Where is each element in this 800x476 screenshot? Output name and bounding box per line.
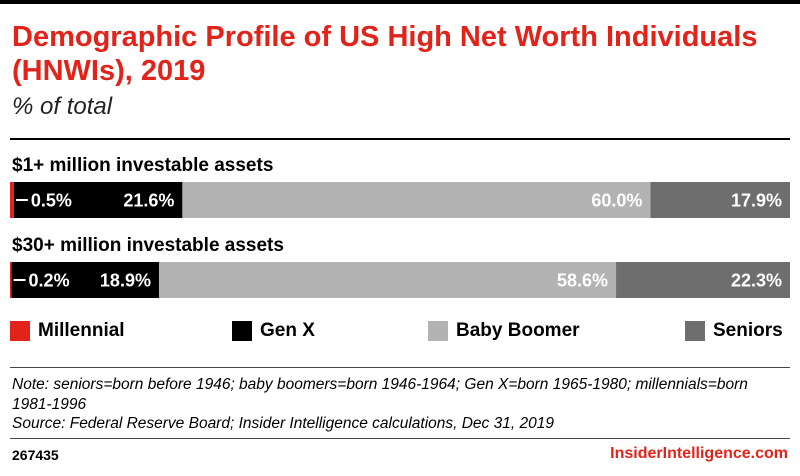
bar-segment-gen-x: [11, 262, 159, 298]
data-label-baby-boomer: 58.6%: [557, 271, 608, 291]
legend-label-seniors: Seniors: [713, 320, 783, 341]
legend-swatch-gen-x: [232, 321, 252, 341]
legend-label-millennial: Millennial: [38, 320, 125, 341]
bar-segment-seniors: [616, 262, 790, 298]
note-text: Note: seniors=born before 1946; baby boo…: [12, 376, 748, 413]
legend-swatch-baby-boomer: [428, 321, 448, 341]
data-label-seniors: 22.3%: [731, 271, 782, 291]
data-label-seniors: 17.9%: [731, 191, 782, 211]
top-rule: [0, 0, 800, 4]
chart-id: 267435: [12, 447, 59, 463]
legend-swatch-millennial: [10, 321, 30, 341]
data-label-baby-boomer: 60.0%: [591, 191, 642, 211]
legend-item-baby-boomer: Baby Boomer: [428, 320, 580, 342]
bar-segment-baby-boomer: [158, 262, 617, 298]
data-label-gen-x: 18.9%: [100, 271, 151, 291]
row-label-1m: $1+ million investable assets: [12, 155, 274, 176]
stacked-bar-1m: 0.5% 21.6% 60.0% 17.9%: [10, 182, 790, 218]
bar-segment-millennial: [10, 182, 14, 218]
header-divider: [10, 138, 790, 140]
legend-swatch-seniors: [685, 321, 705, 341]
legend: Millennial Gen X Baby Boomer Seniors: [10, 320, 790, 342]
chart-title: Demographic Profile of US High Net Worth…: [12, 21, 758, 87]
bar-segment-gen-x: [13, 182, 183, 218]
brand-logo-text: InsiderIntelligence.com: [610, 445, 788, 462]
bar-segment-seniors: [650, 182, 790, 218]
legend-item-gen-x: Gen X: [232, 320, 315, 342]
notes-block: Note: seniors=born before 1946; baby boo…: [12, 375, 787, 434]
stacked-bar-30m: 0.2% 18.9% 58.6% 22.3%: [10, 262, 790, 298]
row-label-30m: $30+ million investable assets: [12, 235, 284, 256]
bar-segment-millennial: [10, 262, 12, 298]
legend-label-gen-x: Gen X: [260, 320, 315, 341]
notes-divider: [10, 367, 790, 368]
source-text: Source: Federal Reserve Board; Insider I…: [12, 415, 554, 432]
data-label-gen-x: 21.6%: [123, 191, 174, 211]
legend-label-baby-boomer: Baby Boomer: [456, 320, 580, 341]
data-label-millennial: 0.5%: [31, 191, 72, 211]
chart-subtitle: % of total: [12, 93, 113, 120]
bar-segment-baby-boomer: [182, 182, 651, 218]
footer-divider: [10, 438, 790, 439]
data-label-millennial: 0.2%: [29, 271, 70, 291]
legend-item-millennial: Millennial: [10, 320, 125, 342]
legend-item-seniors: Seniors: [685, 320, 783, 342]
